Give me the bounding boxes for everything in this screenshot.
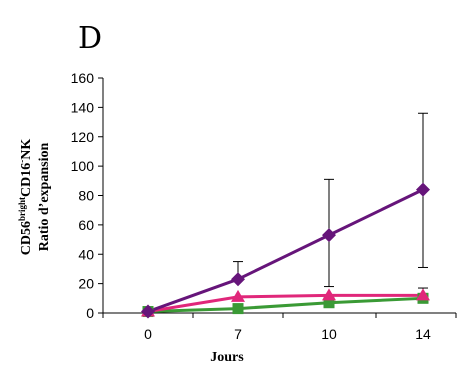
y-axis-title-line2: Ratio d’expansion (37, 143, 52, 252)
y-tick-label: 160 (71, 70, 95, 86)
y-tick-label: 20 (78, 276, 94, 292)
data-point-triangle (416, 288, 430, 301)
y-axis-title-part: NK (19, 139, 34, 160)
y-axis-title-part: CD56 (19, 221, 34, 255)
data-point-triangle (322, 288, 336, 301)
x-tick-label: 10 (321, 326, 337, 342)
data-point-diamond (141, 304, 155, 319)
data-point-square (323, 297, 335, 309)
y-tick-label: 60 (78, 217, 94, 233)
series-line-diamond (147, 188, 424, 313)
data-point-diamond (231, 272, 245, 287)
y-tick-label: 120 (71, 129, 95, 145)
y-axis-title-part: CD16 (19, 163, 34, 197)
y-tick-label: 40 (78, 246, 94, 262)
x-tick-label: 14 (415, 326, 431, 342)
series-lines (147, 188, 424, 314)
series-markers (141, 182, 430, 319)
y-axis-title-part: bright (17, 197, 27, 221)
series-line-triangle (147, 293, 423, 314)
x-tick-label: 0 (144, 326, 152, 342)
x-axis-title: Jours (210, 350, 244, 365)
panel-label: D (78, 21, 102, 56)
data-point-diamond (322, 228, 336, 243)
data-point-square (232, 303, 244, 315)
y-tick-label: 140 (71, 99, 95, 115)
y-tick-label: 80 (78, 188, 94, 204)
y-tick-label: 100 (71, 158, 95, 174)
data-point-diamond (416, 182, 430, 197)
x-tick-label: 7 (234, 326, 242, 342)
y-axis-title-part: - (17, 160, 27, 163)
axes: 0 20 40 60 80 100 120 140 160 0 7 10 14 (71, 70, 457, 342)
data-point-triangle (231, 289, 245, 302)
y-tick-label: 0 (86, 305, 94, 321)
series-line-square (147, 296, 424, 314)
y-axis-title: CD56brightCD16-NK Ratio d’expansion (17, 139, 52, 256)
y-axis-title-line1: CD56brightCD16-NK (17, 139, 34, 256)
